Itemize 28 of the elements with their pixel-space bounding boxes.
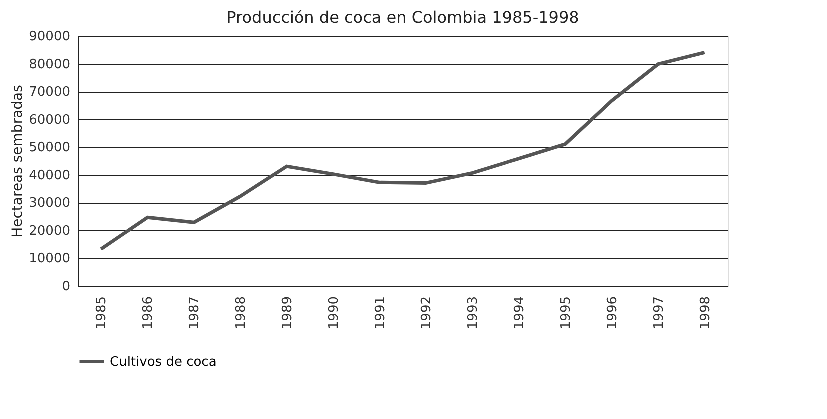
x-tick-label: 1997 [652, 296, 667, 330]
x-tick-label: 1990 [326, 296, 342, 330]
y-tick-label: 0 [62, 280, 70, 294]
x-tick-label: 1995 [559, 296, 574, 330]
y-tick-label: 10000 [29, 252, 70, 267]
x-tick-label: 1992 [420, 296, 435, 330]
line-series [99, 50, 707, 252]
x-tick-label: 1987 [188, 296, 203, 330]
y-tick-label: 20000 [29, 224, 70, 239]
x-tick-label: 1998 [698, 296, 714, 330]
y-tick-label: 60000 [29, 112, 70, 128]
x-tick-label: 1989 [280, 296, 296, 330]
y-tick-label: 40000 [29, 168, 70, 184]
y-tick-label: 70000 [29, 85, 70, 100]
y-axis-title: Hectareas sembradas [10, 85, 26, 238]
x-tick-label: 1996 [605, 296, 620, 330]
x-tick-label: 1993 [466, 296, 482, 330]
chart-title: Producción de coca en Colombia 1985-1998 [226, 8, 580, 27]
x-tick-label: 1994 [512, 296, 528, 330]
x-tick-label: 1988 [234, 296, 249, 330]
y-tick-label: 50000 [29, 140, 70, 156]
y-tick-label: 30000 [29, 196, 70, 212]
x-tick-label: 1991 [373, 296, 388, 330]
x-tick-label: 1985 [94, 296, 110, 330]
x-tick-label: 1986 [141, 296, 156, 330]
y-tick-label: 90000 [29, 30, 70, 44]
y-tick-label: 80000 [29, 57, 70, 72]
legend-label: Cultivos de coca [110, 355, 217, 370]
